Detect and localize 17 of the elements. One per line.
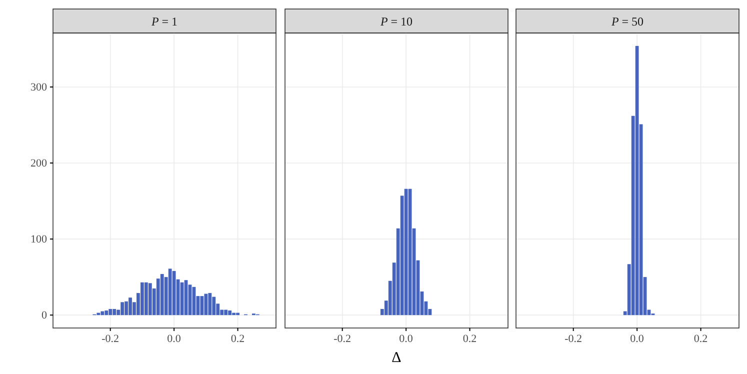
x-tick-label: 0.0 — [399, 332, 414, 345]
y-tick-label: 100 — [30, 234, 48, 246]
y-tick-label: 200 — [30, 158, 48, 170]
chart-title: P = 50 — [610, 14, 644, 28]
x-tick-label: 0.2 — [694, 332, 708, 345]
x-tick-label: 0.0 — [630, 332, 644, 345]
chart-title: P = 1 — [150, 14, 178, 28]
x-tick-label: 0.2 — [230, 332, 245, 345]
y-tick-label: 300 — [30, 82, 48, 94]
chart-title: P = 10 — [379, 14, 413, 28]
y-tick-label: 0 — [42, 310, 48, 322]
x-tick-label: 0.2 — [462, 332, 477, 345]
x-tick-label: -0.2 — [102, 332, 120, 345]
x-tick-label: -0.2 — [564, 332, 582, 345]
x-tick-label: -0.2 — [334, 332, 352, 345]
x-axis-title: Δ — [392, 350, 402, 366]
x-tick-label: 0.0 — [167, 332, 182, 345]
